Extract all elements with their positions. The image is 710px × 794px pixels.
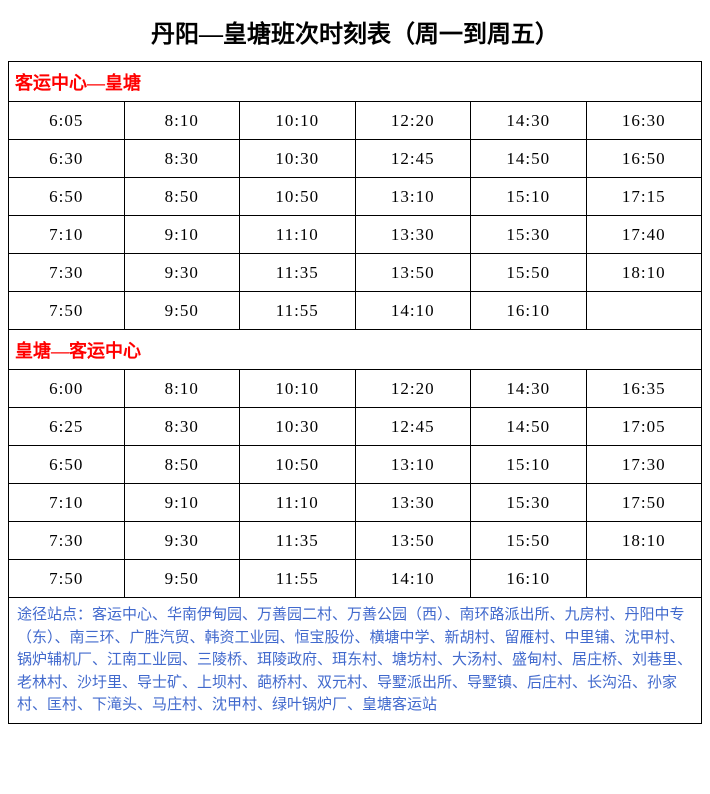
time-cell: 13:30 [355, 484, 471, 522]
time-cell: 17:30 [586, 446, 702, 484]
time-cell: 10:50 [240, 178, 356, 216]
time-cell [586, 560, 702, 598]
time-cell: 10:50 [240, 446, 356, 484]
time-cell: 9:50 [124, 560, 240, 598]
table-row: 6:508:5010:5013:1015:1017:30 [9, 446, 702, 484]
time-cell: 16:10 [471, 560, 587, 598]
time-cell: 16:30 [586, 102, 702, 140]
section-header-1: 客运中心—皇塘 [9, 62, 702, 102]
time-cell: 6:25 [9, 408, 125, 446]
time-cell: 14:50 [471, 408, 587, 446]
table-row: 6:008:1010:1012:2014:3016:35 [9, 370, 702, 408]
page-title: 丹阳—皇塘班次时刻表（周一到周五） [8, 8, 702, 61]
time-cell: 6:05 [9, 102, 125, 140]
table-row: 7:309:3011:3513:5015:5018:10 [9, 522, 702, 560]
table-row: 7:109:1011:1013:3015:3017:40 [9, 216, 702, 254]
time-cell: 15:50 [471, 254, 587, 292]
time-cell: 8:30 [124, 408, 240, 446]
time-cell: 18:10 [586, 522, 702, 560]
time-cell: 9:30 [124, 522, 240, 560]
table-row: 7:509:5011:5514:1016:10 [9, 560, 702, 598]
time-cell: 10:30 [240, 408, 356, 446]
time-cell: 9:30 [124, 254, 240, 292]
time-cell: 12:45 [355, 408, 471, 446]
time-cell: 14:50 [471, 140, 587, 178]
time-cell: 8:10 [124, 102, 240, 140]
time-cell: 12:20 [355, 102, 471, 140]
time-cell: 12:45 [355, 140, 471, 178]
time-cell: 11:35 [240, 254, 356, 292]
time-cell: 13:30 [355, 216, 471, 254]
time-cell: 10:30 [240, 140, 356, 178]
table-row: 6:258:3010:3012:4514:5017:05 [9, 408, 702, 446]
time-cell: 13:50 [355, 522, 471, 560]
time-cell: 9:50 [124, 292, 240, 330]
time-cell: 16:35 [586, 370, 702, 408]
time-cell: 6:30 [9, 140, 125, 178]
time-cell: 17:05 [586, 408, 702, 446]
time-cell: 13:10 [355, 446, 471, 484]
time-cell: 9:10 [124, 216, 240, 254]
route-stops-footnote: 途径站点：客运中心、华南伊甸园、万善园二村、万善公园（西）、南环路派出所、九房村… [9, 598, 702, 724]
time-cell: 15:50 [471, 522, 587, 560]
time-cell: 10:10 [240, 102, 356, 140]
time-cell: 17:15 [586, 178, 702, 216]
table-row: 7:109:1011:1013:3015:3017:50 [9, 484, 702, 522]
table-row: 7:509:5011:5514:1016:10 [9, 292, 702, 330]
time-cell: 8:50 [124, 446, 240, 484]
time-cell: 15:30 [471, 484, 587, 522]
time-cell: 11:10 [240, 216, 356, 254]
time-cell: 11:55 [240, 560, 356, 598]
time-cell: 7:10 [9, 484, 125, 522]
time-cell: 11:35 [240, 522, 356, 560]
time-cell: 16:10 [471, 292, 587, 330]
time-cell: 14:10 [355, 560, 471, 598]
time-cell: 9:10 [124, 484, 240, 522]
time-cell: 15:30 [471, 216, 587, 254]
time-cell: 14:10 [355, 292, 471, 330]
time-cell [586, 292, 702, 330]
time-cell: 11:55 [240, 292, 356, 330]
table-row: 6:308:3010:3012:4514:5016:50 [9, 140, 702, 178]
time-cell: 13:50 [355, 254, 471, 292]
time-cell: 7:30 [9, 254, 125, 292]
time-cell: 13:10 [355, 178, 471, 216]
time-cell: 6:50 [9, 178, 125, 216]
time-cell: 7:50 [9, 292, 125, 330]
time-cell: 17:50 [586, 484, 702, 522]
time-cell: 10:10 [240, 370, 356, 408]
table-row: 6:058:1010:1012:2014:3016:30 [9, 102, 702, 140]
time-cell: 17:40 [586, 216, 702, 254]
time-cell: 15:10 [471, 446, 587, 484]
time-cell: 6:00 [9, 370, 125, 408]
time-cell: 6:50 [9, 446, 125, 484]
section-header-2: 皇塘—客运中心 [9, 330, 702, 370]
table-row: 7:309:3011:3513:5015:5018:10 [9, 254, 702, 292]
time-cell: 8:10 [124, 370, 240, 408]
time-cell: 14:30 [471, 370, 587, 408]
time-cell: 16:50 [586, 140, 702, 178]
time-cell: 18:10 [586, 254, 702, 292]
time-cell: 7:30 [9, 522, 125, 560]
time-cell: 12:20 [355, 370, 471, 408]
time-cell: 11:10 [240, 484, 356, 522]
table-row: 6:508:5010:5013:1015:1017:15 [9, 178, 702, 216]
time-cell: 8:30 [124, 140, 240, 178]
time-cell: 15:10 [471, 178, 587, 216]
timetable: 客运中心—皇塘6:058:1010:1012:2014:3016:306:308… [8, 61, 702, 724]
time-cell: 14:30 [471, 102, 587, 140]
time-cell: 8:50 [124, 178, 240, 216]
time-cell: 7:10 [9, 216, 125, 254]
timetable-container: 丹阳—皇塘班次时刻表（周一到周五） 客运中心—皇塘6:058:1010:1012… [0, 0, 710, 732]
time-cell: 7:50 [9, 560, 125, 598]
